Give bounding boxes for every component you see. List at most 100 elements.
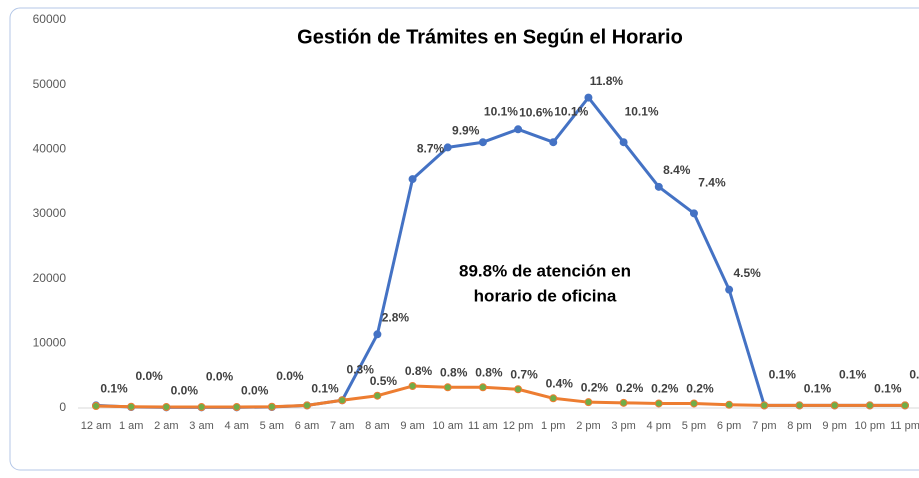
data-point	[162, 403, 171, 412]
data-label: 0.1%	[311, 382, 339, 396]
y-tick-label: 50000	[33, 77, 67, 91]
y-tick-label: 40000	[33, 142, 67, 156]
data-label: 0.1%	[839, 368, 867, 382]
series-line	[95, 384, 905, 409]
y-tick-label: 20000	[33, 271, 67, 285]
data-point	[373, 391, 382, 400]
x-tick-label: 8 pm	[787, 420, 811, 432]
annotation: horario de oficina	[474, 286, 617, 305]
x-tick-label: 9 pm	[822, 420, 846, 432]
data-label: 0.2%	[686, 382, 714, 396]
data-label: 0.2%	[651, 382, 679, 396]
data-label: 0.0%	[171, 384, 199, 398]
annotation: 89.8% de atención en	[459, 261, 631, 280]
x-tick-label: 3 am	[189, 420, 213, 432]
x-tick-label: 12 pm	[503, 420, 534, 432]
data-label: 0.4%	[546, 376, 574, 390]
x-tick-label: 5 am	[260, 420, 284, 432]
data-point	[197, 403, 206, 412]
data-label: 0.1%	[100, 382, 128, 396]
data-label: 0.2%	[581, 380, 609, 394]
x-tick-label: 2 am	[154, 420, 178, 432]
data-label: 0.1%	[769, 368, 797, 382]
data-label: 0.1%	[909, 368, 919, 382]
data-label: 0.2%	[616, 381, 644, 395]
data-point	[901, 401, 909, 410]
data-label: 0.0%	[241, 384, 269, 398]
data-point	[478, 138, 487, 147]
data-label: 8.7%	[417, 141, 445, 155]
data-point	[760, 401, 769, 410]
data-label: 0.3%	[347, 362, 375, 376]
data-point	[549, 394, 558, 403]
x-tick-label: 12 am	[81, 420, 112, 432]
data-label: 0.0%	[276, 369, 304, 383]
data-point	[619, 398, 628, 407]
data-label: 0.8%	[440, 365, 468, 379]
data-label: 8.4%	[663, 163, 691, 177]
data-point	[830, 401, 839, 410]
chart-frame	[9, 7, 919, 471]
data-point	[689, 209, 698, 218]
data-label: 0.1%	[804, 382, 832, 396]
x-tick-label: 7 pm	[752, 420, 776, 432]
data-label: 10.1%	[554, 104, 588, 118]
x-tick-label: 2 pm	[576, 420, 600, 432]
x-tick-label: 3 pm	[611, 420, 635, 432]
data-point	[478, 383, 487, 392]
data-point	[584, 398, 593, 407]
data-point	[408, 175, 417, 184]
data-point	[725, 400, 734, 409]
data-point	[584, 93, 593, 102]
data-label: 4.5%	[733, 266, 761, 280]
data-point	[267, 402, 276, 411]
x-tick-label: 1 pm	[541, 420, 565, 432]
data-label: 10.6%	[519, 105, 553, 119]
x-tick-label: 4 pm	[647, 420, 671, 432]
x-tick-label: 10 am	[432, 420, 463, 432]
data-point	[865, 401, 874, 410]
data-point	[338, 396, 347, 405]
data-label: 10.1%	[625, 104, 659, 118]
x-tick-label: 11 am	[468, 420, 498, 432]
x-tick-label: 7 am	[330, 420, 354, 432]
data-label: 0.5%	[370, 374, 398, 388]
data-label: 2.8%	[382, 310, 410, 324]
data-point	[443, 143, 452, 152]
data-label: 7.4%	[698, 176, 726, 190]
x-tick-label: 6 am	[295, 420, 319, 432]
data-point	[654, 182, 663, 191]
x-tick-label: 10 pm	[855, 420, 886, 432]
data-label: 9.9%	[452, 124, 480, 138]
data-point	[689, 399, 698, 408]
data-point	[725, 285, 734, 294]
data-point	[373, 330, 382, 339]
y-tick-label: 30000	[33, 206, 67, 220]
data-label: 0.1%	[874, 382, 902, 396]
x-tick-label: 4 am	[224, 420, 248, 432]
data-label: 0.0%	[135, 369, 163, 383]
x-tick-label: 5 pm	[682, 420, 706, 432]
data-label: 10.1%	[484, 104, 518, 118]
data-point	[654, 399, 663, 408]
data-point	[303, 401, 312, 410]
data-point	[795, 401, 804, 410]
data-label: 0.0%	[206, 370, 234, 384]
data-point	[232, 403, 241, 412]
data-point	[127, 402, 136, 411]
data-label: 0.8%	[475, 365, 503, 379]
x-tick-label: 1 am	[119, 420, 143, 432]
y-tick-label: 10000	[33, 336, 67, 350]
data-label: 11.8%	[590, 74, 624, 88]
data-point	[443, 383, 452, 392]
data-point	[619, 138, 628, 147]
data-label: 0.8%	[405, 364, 433, 378]
data-point	[408, 382, 417, 391]
chart-title: Gestión de Trámites en Según el Horario	[297, 26, 683, 48]
x-tick-label: 11 pm	[890, 420, 919, 432]
data-point	[514, 125, 523, 134]
x-tick-label: 9 am	[400, 420, 424, 432]
data-label: 0.7%	[510, 367, 538, 381]
data-point	[514, 385, 523, 394]
